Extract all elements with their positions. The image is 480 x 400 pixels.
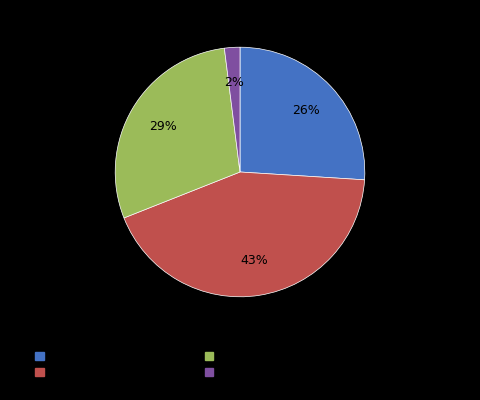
Wedge shape [124, 172, 364, 297]
Wedge shape [240, 47, 365, 180]
Text: 29%: 29% [149, 120, 177, 133]
Text: 2%: 2% [225, 76, 244, 89]
Legend: Administration & Finance, Group Insurance, Dept. of Revenue, Departments that ar: Administration & Finance, Group Insuranc… [32, 349, 448, 380]
Text: 43%: 43% [240, 254, 268, 267]
Wedge shape [224, 47, 240, 172]
Text: 26%: 26% [292, 104, 319, 117]
Wedge shape [115, 48, 240, 218]
